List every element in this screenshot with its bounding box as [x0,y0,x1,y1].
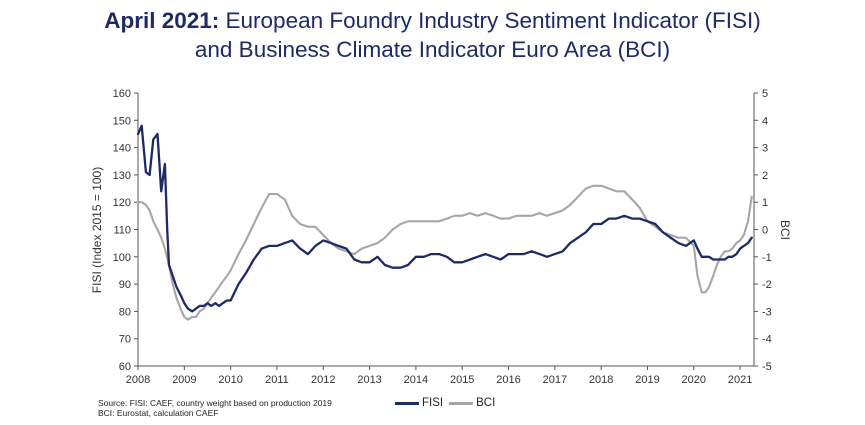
y-tick-label: 70 [119,334,131,346]
source-line-1: Source: FISI: CAEF, country weight based… [98,398,332,408]
x-tick-label: 2017 [543,374,567,386]
y2-tick-label: -1 [762,252,772,264]
legend-swatch-bci [449,401,474,405]
legend: FISI BCI [395,397,501,409]
chart-title-line1: April 2021: European Foundry Industry Se… [0,6,865,35]
legend-item-fisi: FISI [395,397,443,409]
axes: 60 70 80 90 100 110 120 130 140 150 160 -5 -4 -3 -2 -1 0… [113,88,772,386]
chart-title-line2: and Business Climate Indicator Euro Area… [194,37,671,62]
legend-label-bci: BCI [476,397,496,409]
title-text-1: European Foundry Industry Sentiment Indi… [225,8,761,33]
x-tick-label: 2020 [682,374,706,386]
x-tick-label: 2021 [728,374,752,386]
y2-tick-label: 0 [762,225,768,237]
y-tick-label: 60 [119,361,131,373]
y2-tick-label: 2 [762,170,768,182]
chart-title: April 2021: European Foundry Industry Se… [0,6,865,64]
y2-tick-label: 5 [762,88,768,100]
y2-tick-label: -4 [762,334,772,346]
y-axis-label: FISI (Index 2015 = 100) [90,167,104,293]
x-tick-label: 2019 [635,374,659,386]
y-tick-label: 90 [119,279,131,291]
plot-area [136,124,753,321]
y2-axis-label: BCI [778,220,792,240]
series-line-fisi [136,124,753,313]
series-line-bci [136,184,753,321]
legend-item-bci: BCI [449,397,495,409]
x-tick-label: 2016 [496,374,520,386]
y-tick-label: 80 [119,306,131,318]
legend-swatch-fisi [395,401,419,405]
y2-tick-label: -2 [762,279,772,291]
x-tick-label: 2011 [265,374,289,386]
source-note: Source: FISI: CAEF, country weight based… [98,398,332,418]
y2-tick-label: 1 [762,197,768,209]
source-line-2: BCI: Eurostat, calculation CAEF [98,408,219,418]
x-tick-label: 2009 [172,374,196,386]
y2-tick-label: -3 [762,306,772,318]
x-tick-label: 2012 [311,374,335,386]
title-prefix: April 2021: [104,8,220,33]
y-tick-label: 110 [113,225,131,237]
y-tick-label: 150 [113,115,131,127]
x-tick-label: 2018 [589,374,613,386]
y-tick-label: 120 [113,197,131,209]
y-tick-label: 100 [113,252,131,264]
x-tick-label: 2015 [450,374,474,386]
x-tick-label: 2014 [404,374,428,386]
y2-tick-label: 3 [762,143,768,155]
y-tick-label: 130 [113,170,131,182]
legend-label-fisi: FISI [422,397,444,409]
x-tick-label: 2013 [357,374,381,386]
y-tick-label: 160 [113,88,131,100]
y-tick-label: 140 [113,143,131,155]
y2-tick-label: 4 [762,115,768,127]
x-tick-label: 2008 [126,374,150,386]
x-tick-label: 2010 [218,374,242,386]
y2-tick-label: -5 [762,361,772,373]
